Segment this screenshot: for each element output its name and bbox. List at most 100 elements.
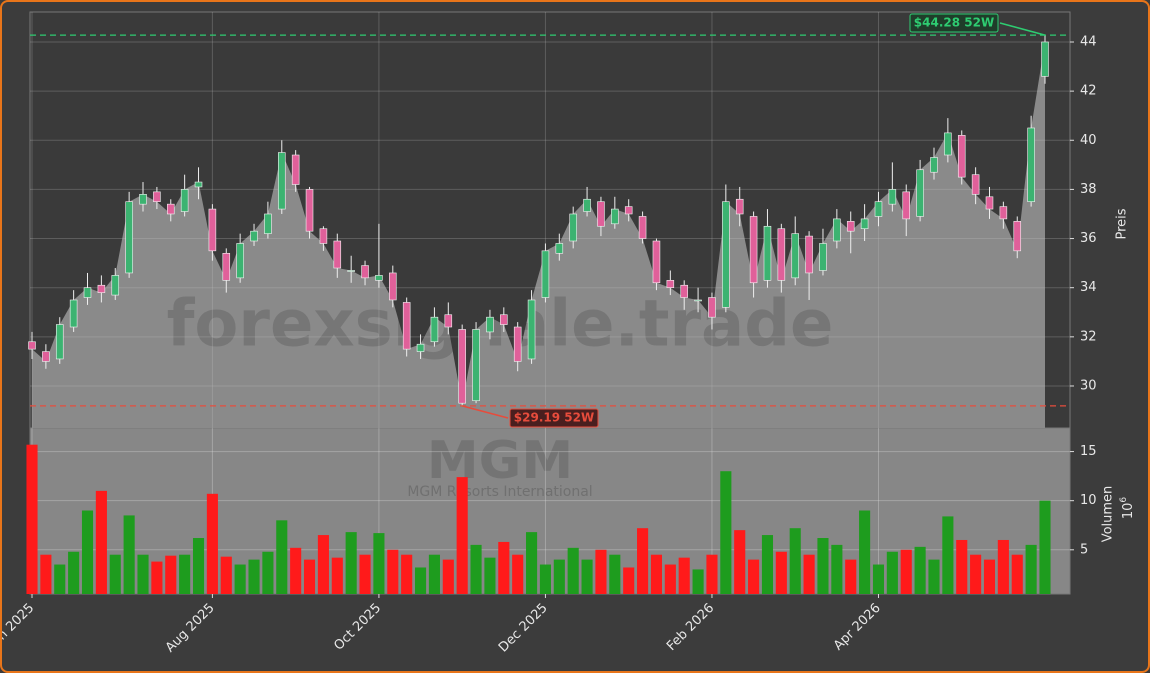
x-tick-label: Jun 2025 <box>2 601 37 653</box>
candle-body <box>430 316 439 343</box>
candle-body <box>1013 221 1022 252</box>
candle-body <box>222 252 231 281</box>
volume-bar <box>303 559 316 594</box>
volume-bar <box>553 559 565 594</box>
candle-body <box>42 351 50 362</box>
y-tick-label: 10 <box>1080 493 1097 508</box>
volume-bar <box>262 551 274 594</box>
volume-bar <box>886 551 898 594</box>
candle-body <box>888 189 897 205</box>
volume-bar <box>179 554 191 594</box>
volume-bar <box>54 564 66 594</box>
candle-body <box>735 198 744 215</box>
volume-bar <box>831 544 843 594</box>
volume-bar <box>637 528 649 594</box>
candle-body <box>97 284 106 293</box>
y-tick-label: 34 <box>1080 280 1097 295</box>
volume-bar <box>40 554 52 594</box>
volume-bar <box>234 564 246 594</box>
volume-bar <box>983 559 996 594</box>
candle-body <box>208 208 217 252</box>
volume-bar <box>692 569 704 594</box>
candle-body <box>69 299 78 328</box>
y-tick-label: 5 <box>1080 542 1088 557</box>
volume-bar <box>206 493 218 594</box>
volume-bar <box>414 567 427 594</box>
annotation-box <box>909 13 999 33</box>
y-tick-label: 42 <box>1080 84 1097 99</box>
candle-body <box>402 302 411 350</box>
volume-bar <box>317 535 329 594</box>
volume-bar <box>248 559 260 594</box>
volume-bar <box>498 541 510 594</box>
volume-bar <box>803 554 815 594</box>
volume-bar <box>165 555 177 594</box>
candle-body <box>291 154 300 185</box>
candle-body <box>999 206 1008 220</box>
candle-body <box>1027 127 1035 202</box>
volume-bar <box>1011 554 1023 594</box>
candle-body <box>694 299 702 302</box>
volume-bar <box>276 520 288 594</box>
candle-body <box>111 275 120 296</box>
volume-bar <box>581 559 593 594</box>
watermark: MGM <box>427 431 573 491</box>
volume-bar <box>484 557 496 594</box>
volume-bar <box>914 546 926 594</box>
volume-bar <box>387 549 399 594</box>
annotation-label: $29.19 52W <box>514 411 594 425</box>
candle-body <box>666 280 675 288</box>
volume-bar <box>789 528 801 594</box>
volume-bar <box>706 554 718 594</box>
candle-body <box>305 189 314 232</box>
volume-bar <box>109 554 121 594</box>
candle-body <box>527 299 536 360</box>
volume-bar <box>664 564 676 594</box>
volume-bar <box>151 561 163 594</box>
candle-body <box>916 169 924 217</box>
volume-bar <box>456 477 468 594</box>
y-axis-label: Volumen <box>1101 486 1116 543</box>
candle-body <box>860 218 869 230</box>
volume-bar <box>678 557 690 594</box>
y-tick-label: 36 <box>1080 231 1097 246</box>
volume-bar <box>997 539 1009 594</box>
candle-body <box>472 329 480 402</box>
y-tick-label: 15 <box>1080 444 1097 459</box>
candle-body <box>777 228 786 281</box>
candle-body <box>944 132 952 156</box>
candle-body <box>250 230 258 242</box>
annotation-arrow <box>999 22 1046 36</box>
volume-bar <box>650 554 663 594</box>
volume-bar <box>95 490 107 594</box>
candle-body <box>375 275 383 281</box>
volume-bar <box>220 556 232 594</box>
volume-bar <box>428 554 440 594</box>
volume-bar <box>470 544 482 594</box>
candle-body <box>846 221 855 232</box>
candle-body <box>500 314 508 325</box>
volume-bar <box>1039 500 1051 594</box>
volume-bar <box>192 538 205 594</box>
watermark: forexsignale.trade <box>167 288 834 362</box>
candle-body <box>555 243 564 254</box>
candle-body <box>624 206 633 215</box>
volume-bar <box>859 510 871 594</box>
candle-body <box>541 250 550 298</box>
y-tick-label: 44 <box>1080 34 1097 49</box>
candle-body <box>611 208 619 225</box>
candle-body <box>583 198 591 212</box>
candle-body <box>833 218 841 242</box>
volume-bar <box>623 567 635 594</box>
y-tick-label: 40 <box>1080 133 1097 148</box>
volume-bar <box>373 533 385 594</box>
candle-body <box>416 343 425 352</box>
candle-body <box>902 191 911 220</box>
candle-body <box>361 265 369 279</box>
candle-body <box>347 270 355 272</box>
candle-body <box>139 194 147 205</box>
price-area <box>32 41 1045 429</box>
annotation-box <box>509 408 599 428</box>
candle-body <box>513 326 522 362</box>
axis-scale-exp: 6 <box>1119 497 1129 503</box>
